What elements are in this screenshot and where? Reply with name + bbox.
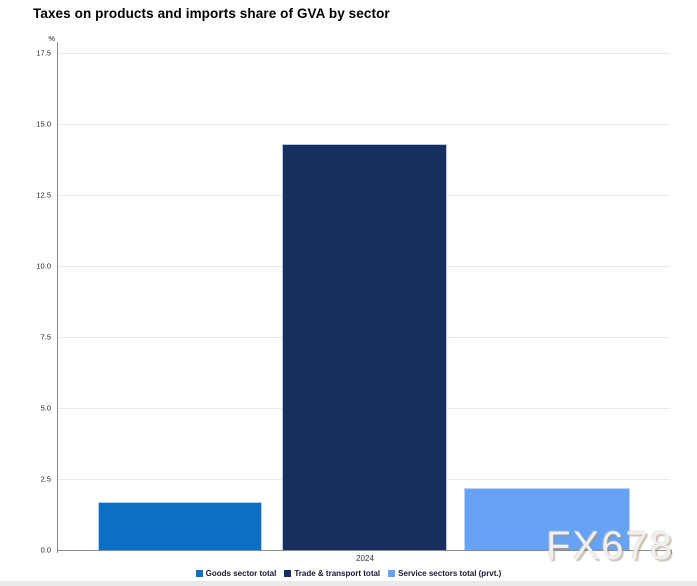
axis-end-tick xyxy=(671,550,672,554)
y-tick-label: 12.5 xyxy=(36,190,51,200)
legend-item-goods-sector-total: Goods sector total xyxy=(195,569,277,578)
y-tick-label: 17.5 xyxy=(36,48,51,58)
x-axis-line xyxy=(57,550,672,551)
watermark: FX678 xyxy=(546,524,674,568)
y-tick-label: 15.0 xyxy=(36,119,51,129)
legend: Goods sector total Trade & transport tota… xyxy=(0,569,697,578)
y-axis-unit-label: % xyxy=(48,34,55,43)
legend-swatch-goods-sector-total xyxy=(195,570,203,577)
x-axis-label: 2024 xyxy=(356,554,374,563)
legend-item-trade-transport-total: Trade & transport total xyxy=(284,569,380,578)
y-tick-label: 10.0 xyxy=(36,261,51,271)
y-tick-label: 0.0 xyxy=(40,545,51,555)
gridline xyxy=(58,53,670,54)
legend-label-service-sectors-total-prvt: Service sectors total (prvt.) xyxy=(398,569,502,578)
y-tick-label: 2.5 xyxy=(40,474,51,484)
y-tick-label: 5.0 xyxy=(40,403,51,413)
y-tick-label: 7.5 xyxy=(40,332,51,342)
legend-label-goods-sector-total: Goods sector total xyxy=(205,569,277,578)
gridline xyxy=(58,124,670,125)
bar-goods-sector-total xyxy=(98,501,262,550)
bottom-strip xyxy=(0,581,697,586)
legend-swatch-trade-transport-total xyxy=(284,570,292,577)
legend-item-service-sectors-total-prvt: Service sectors total (prvt.) xyxy=(388,569,501,578)
legend-label-trade-transport-total: Trade & transport total xyxy=(294,569,381,578)
chart-title: Taxes on products and imports share of G… xyxy=(33,6,390,21)
bar-trade-transport-total xyxy=(282,143,447,550)
plot-area: % 17.5 15.0 12.5 10.0 7.5 5.0 2.5 0.0 xyxy=(36,34,672,555)
legend-swatch-service-sectors-total-prvt xyxy=(388,570,396,577)
y-axis-line xyxy=(57,42,58,553)
bar-service-sectors-total-prvt xyxy=(464,487,630,550)
